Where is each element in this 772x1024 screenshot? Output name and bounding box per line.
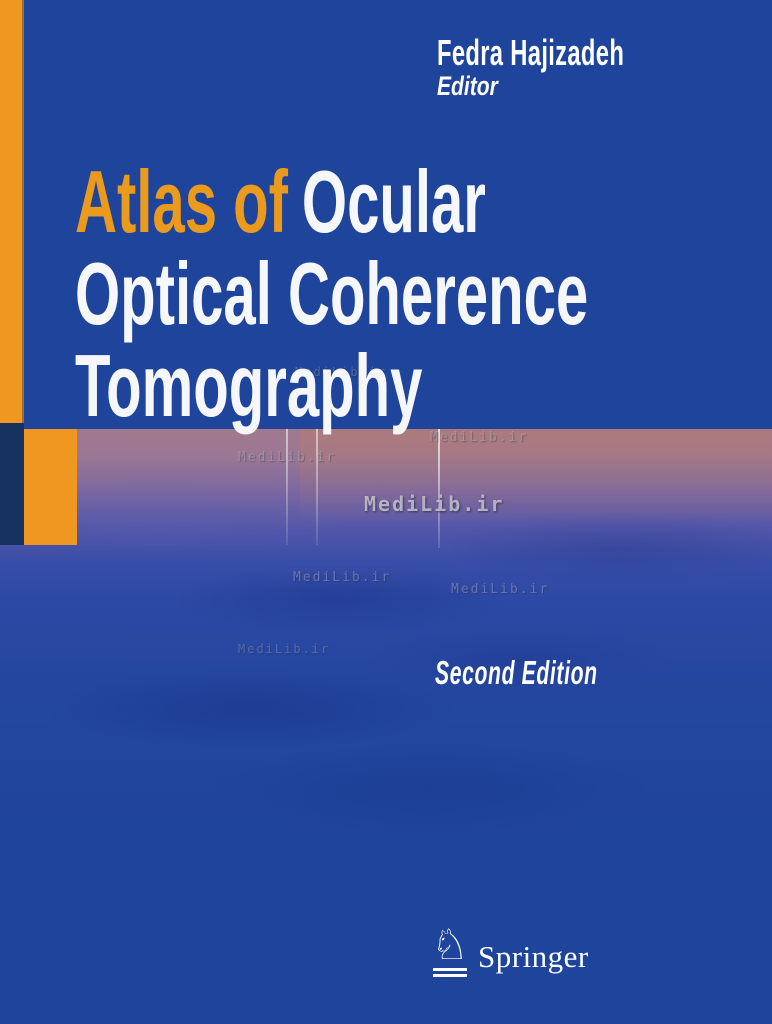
title-line-1-rest: Ocular <box>301 152 486 251</box>
title-line-1: Atlas of Ocular <box>75 156 588 248</box>
author-block: Fedra Hajizadeh Editor <box>437 32 721 102</box>
watermark: MediLib.ir <box>238 450 337 465</box>
title-line-2: Optical Coherence <box>75 244 589 343</box>
left-orange-bar <box>0 0 24 423</box>
light-streak <box>286 429 288 545</box>
book-title: Atlas of Ocular Optical Coherence Tomogra… <box>75 156 772 432</box>
light-streak <box>438 429 440 548</box>
author-name: Fedra Hajizadeh <box>437 32 625 73</box>
watermark: MediLib.ir <box>430 430 529 445</box>
left-navy-square <box>0 423 24 545</box>
publisher-logo: ♘ Springer <box>430 924 589 977</box>
watermark: MediLib.ir <box>238 642 331 656</box>
springer-horse-icon: ♘ <box>430 924 470 977</box>
left-orange-square <box>24 429 77 545</box>
edition-text: Second Edition <box>435 654 598 691</box>
logo-rule <box>433 968 467 971</box>
light-streak <box>316 429 318 545</box>
watermark-center: MediLib.ir <box>364 492 505 516</box>
watermark: MediLib.ir <box>295 365 388 379</box>
publisher-name: Springer <box>478 939 589 974</box>
watermark: MediLib.ir <box>451 582 550 597</box>
title-accent: Atlas of <box>75 152 288 251</box>
edition-label: Second Edition <box>435 655 689 691</box>
background-photo-band <box>0 429 772 929</box>
author-role: Editor <box>437 71 498 101</box>
horse-glyph: ♘ <box>431 920 469 969</box>
logo-rule <box>433 974 467 977</box>
watermark: MediLib.ir <box>293 570 392 585</box>
background-photo-tint <box>300 429 772 524</box>
title-line-3: Tomography <box>75 336 423 435</box>
